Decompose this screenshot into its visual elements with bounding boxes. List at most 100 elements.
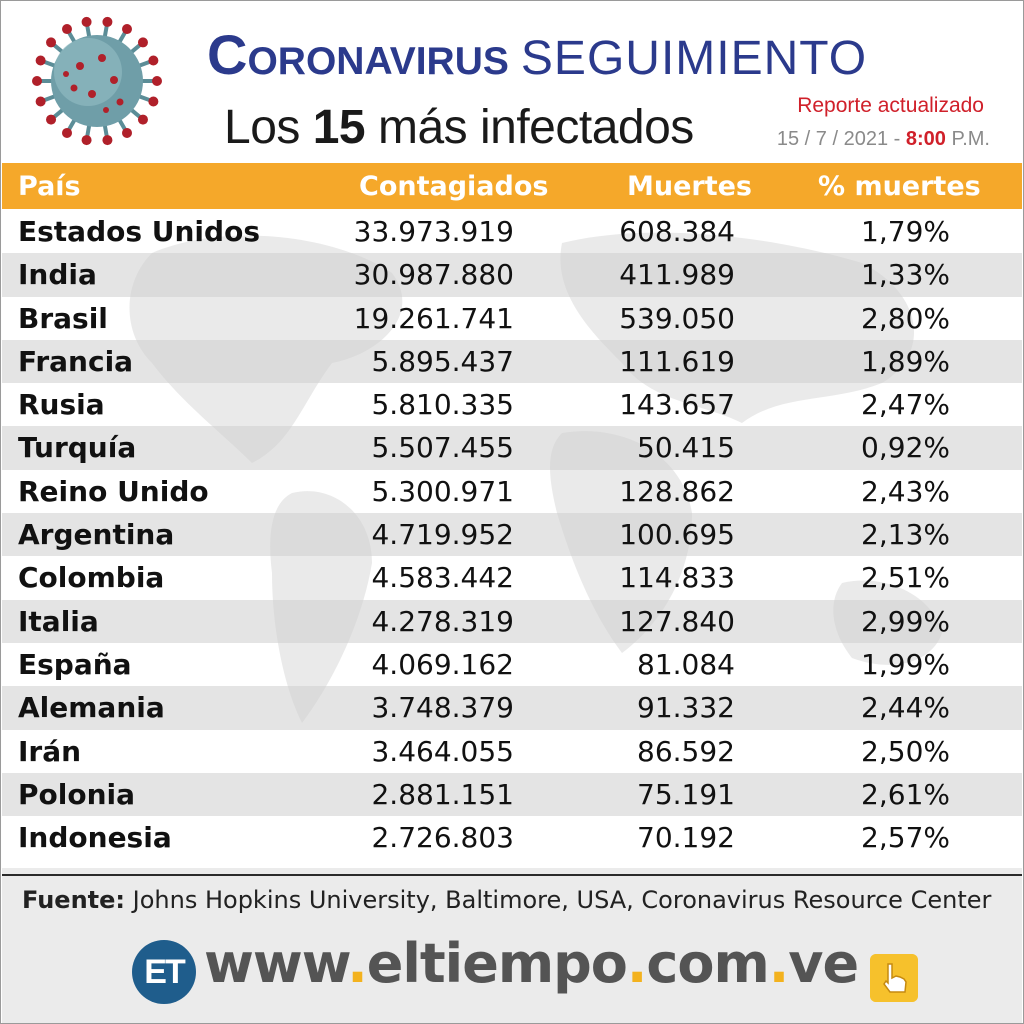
cell-cases: 5.895.437 — [371, 344, 514, 378]
table-row: Francia 5.895.437 111.619 1,89% — [2, 339, 1022, 384]
update-date: 15 / 7 / 2021 - — [776, 128, 901, 150]
table-row: Polonia 2.881.151 75.191 2,61% — [2, 772, 1022, 817]
footer-divider — [2, 874, 1022, 876]
table-row: Turquía 5.507.455 50.415 0,92% — [2, 426, 1022, 470]
cell-deaths: 411.989 — [619, 258, 735, 292]
url-domain: eltiempo — [366, 932, 628, 995]
cell-deaths: 86.592 — [637, 734, 735, 768]
cell-death-pct: 2,99% — [861, 604, 950, 638]
cell-country: Argentina — [18, 518, 175, 552]
cell-death-pct: 1,89% — [861, 344, 950, 378]
website-url[interactable]: www.eltiempo.com.ve — [204, 932, 859, 995]
subtitle-prefix: Los — [224, 101, 300, 154]
url-dot: . — [626, 932, 647, 995]
column-header-country: País — [18, 171, 81, 202]
cell-death-pct: 1,99% — [861, 647, 950, 681]
cell-cases: 4.278.319 — [371, 604, 514, 638]
cell-country: Reino Unido — [18, 474, 209, 508]
table-row: Reino Unido 5.300.971 128.862 2,43% — [2, 470, 1022, 513]
page-title: Coronavirus SEGUIMIENTO — [207, 22, 867, 92]
cell-country: Rusia — [18, 388, 105, 422]
cell-death-pct: 2,61% — [861, 777, 950, 811]
cell-country: Estados Unidos — [18, 215, 260, 248]
column-header-cases: Contagiados — [359, 171, 549, 202]
cell-cases: 3.748.379 — [371, 691, 514, 725]
cell-cases: 2.881.151 — [371, 777, 514, 811]
update-timestamp: 15 / 7 / 2021 - 8:00 P.M. — [777, 128, 990, 151]
cell-cases: 19.261.741 — [353, 301, 514, 335]
cell-death-pct: 2,13% — [861, 518, 950, 552]
cell-country: Italia — [18, 604, 99, 638]
cell-death-pct: 2,57% — [861, 821, 950, 855]
subtitle: Los 15 más infectados — [224, 100, 694, 155]
cell-cases: 3.464.055 — [371, 734, 514, 768]
source-note: Fuente: Johns Hopkins University, Baltim… — [22, 886, 991, 914]
et-logo-icon: ET — [132, 940, 196, 1004]
cell-country: India — [18, 258, 97, 292]
cell-deaths: 143.657 — [619, 388, 735, 422]
header: Coronavirus SEGUIMIENTO Los 15 más infect… — [2, 2, 1022, 162]
table-row: India 30.987.880 411.989 1,33% — [2, 253, 1022, 297]
cell-country: Brasil — [18, 301, 108, 335]
table-header: País Contagiados Muertes % muertes — [2, 163, 1022, 209]
subtitle-number: 15 — [312, 101, 366, 154]
table-row: España 4.069.162 81.084 1,99% — [2, 643, 1022, 686]
cell-cases: 5.507.455 — [371, 431, 514, 465]
url-ve: ve — [788, 932, 859, 995]
cell-deaths: 608.384 — [619, 215, 735, 248]
column-header-deaths: Muertes — [627, 171, 753, 202]
title-bold: Coronavirus — [207, 23, 509, 86]
table-row: Argentina 4.719.952 100.695 2,13% — [2, 513, 1022, 557]
update-period: P.M. — [951, 128, 990, 150]
cell-country: Francia — [18, 344, 134, 378]
cell-death-pct: 1,33% — [861, 258, 950, 292]
cell-deaths: 70.192 — [637, 821, 735, 855]
cell-country: Turquía — [18, 431, 137, 465]
url-com: com — [646, 932, 769, 995]
cell-country: Irán — [18, 734, 82, 768]
url-www: www — [204, 932, 348, 995]
table-row: Colombia 4.583.442 114.833 2,51% — [2, 556, 1022, 599]
cell-deaths: 111.619 — [619, 344, 735, 378]
table-row: Irán 3.464.055 86.592 2,50% — [2, 730, 1022, 773]
cell-country: Alemania — [18, 691, 165, 725]
cell-cases: 5.300.971 — [371, 474, 514, 508]
cell-country: Polonia — [18, 777, 136, 811]
cell-death-pct: 0,92% — [861, 431, 950, 465]
cell-deaths: 128.862 — [619, 474, 735, 508]
cell-deaths: 539.050 — [619, 301, 735, 335]
data-table: País Contagiados Muertes % muertes Estad… — [2, 163, 1022, 868]
coronavirus-icon — [32, 16, 162, 146]
cell-deaths: 127.840 — [619, 604, 735, 638]
table-row: Brasil 19.261.741 539.050 2,80% — [2, 297, 1022, 340]
cell-cases: 2.726.803 — [371, 821, 514, 855]
cell-cases: 33.973.919 — [353, 215, 514, 248]
url-dot: . — [347, 932, 367, 995]
table-row: Estados Unidos 33.973.919 608.384 1,79% — [2, 210, 1022, 253]
table-row: Rusia 5.810.335 143.657 2,47% — [2, 383, 1022, 426]
cell-country: España — [18, 647, 132, 681]
update-label: Reporte actualizado — [797, 94, 984, 117]
cell-death-pct: 2,50% — [861, 734, 950, 768]
table-body: Estados Unidos 33.973.919 608.384 1,79% … — [2, 210, 1022, 859]
table-row: Italia 4.278.319 127.840 2,99% — [2, 599, 1022, 643]
pointing-hand-icon — [870, 954, 918, 1002]
footer: Fuente: Johns Hopkins University, Baltim… — [2, 868, 1022, 1023]
cell-deaths: 50.415 — [637, 431, 735, 465]
url-dot: . — [768, 932, 789, 995]
update-time: 8:00 — [905, 128, 946, 150]
cell-death-pct: 1,79% — [861, 215, 950, 248]
cell-deaths: 100.695 — [619, 518, 735, 552]
cell-deaths: 81.084 — [637, 647, 735, 681]
cell-deaths: 91.332 — [637, 691, 735, 725]
cell-cases: 4.069.162 — [371, 647, 514, 681]
cell-deaths: 75.191 — [637, 777, 735, 811]
source-text: Johns Hopkins University, Baltimore, USA… — [132, 886, 992, 914]
subtitle-suffix: más infectados — [377, 101, 694, 154]
cell-country: Indonesia — [18, 821, 172, 855]
cell-death-pct: 2,51% — [861, 561, 950, 595]
cell-death-pct: 2,47% — [861, 388, 950, 422]
table-row: Indonesia 2.726.803 70.192 2,57% — [2, 816, 1022, 859]
column-header-death-pct: % muertes — [818, 171, 981, 202]
